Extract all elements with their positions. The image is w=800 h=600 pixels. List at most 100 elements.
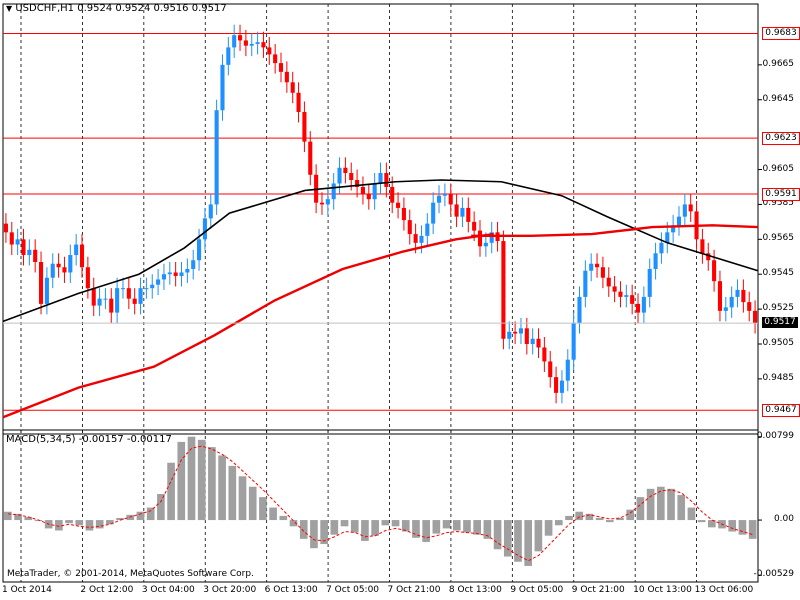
candle-body <box>384 173 389 187</box>
candle-body <box>653 253 658 269</box>
candle-body <box>577 296 582 324</box>
candle-body <box>378 173 383 184</box>
dropdown-arrow-icon[interactable]: ▼ <box>6 4 13 13</box>
macd-bar <box>483 520 492 539</box>
macd-bar <box>299 520 308 539</box>
candle-body <box>688 204 693 212</box>
candle-body <box>243 40 248 46</box>
candle-body <box>542 347 547 362</box>
macd-bar <box>503 520 512 557</box>
macd-bar <box>228 465 237 521</box>
footer-credit: MetaTrader, © 2001-2014, MetaQuotes Soft… <box>7 569 254 579</box>
macd-bar <box>432 520 441 534</box>
candle-body <box>237 35 243 41</box>
price-tick-label: 0.9565 <box>762 233 795 244</box>
macd-bar <box>544 520 553 536</box>
macd-header: MACD(5,34,5) -0.00157 -0.00117 <box>6 434 172 445</box>
macd-bar <box>534 520 543 552</box>
macd-bar <box>636 497 645 521</box>
candle-body <box>366 193 371 200</box>
level-tag: 0.9683 <box>762 27 800 41</box>
candle-body <box>161 274 166 280</box>
candle-body <box>390 186 395 203</box>
macd-bar <box>514 520 522 562</box>
candle-body <box>466 207 471 222</box>
candle-body <box>325 199 330 205</box>
candle-body <box>38 262 44 304</box>
candle-body <box>74 244 79 256</box>
macd-bar <box>85 520 94 531</box>
macd-bar <box>585 513 594 521</box>
macd-bar <box>381 520 390 526</box>
time-label: 9 Oct 05:00 <box>510 585 564 595</box>
macd-bar <box>146 507 155 521</box>
macd-bar <box>575 511 584 521</box>
macd-bar <box>34 520 43 522</box>
level-tag: 0.9467 <box>762 404 800 418</box>
price-tick-label: 0.9485 <box>762 372 795 383</box>
macd-bar <box>667 488 675 521</box>
candle-body <box>349 173 354 180</box>
candle-body <box>273 54 278 64</box>
macd-bar <box>646 488 655 521</box>
macd-bar <box>218 455 226 521</box>
candle-body <box>50 263 55 278</box>
macd-bar <box>269 507 277 521</box>
candle-body <box>712 260 717 282</box>
time-label: 3 Oct 20:00 <box>203 585 257 595</box>
moving-average-line <box>2 179 759 323</box>
macd-bar <box>259 497 267 521</box>
time-label: 6 Oct 13:00 <box>264 585 318 595</box>
candle-body <box>191 260 196 269</box>
time-label: 7 Oct 05:00 <box>326 585 380 595</box>
candle-body <box>536 338 541 348</box>
candle-body <box>308 141 313 175</box>
candle-body <box>589 263 594 271</box>
macd-bar <box>248 486 257 521</box>
candle-body <box>729 296 734 308</box>
candle-body <box>477 230 483 247</box>
macd-bar <box>330 520 339 535</box>
macd-bar <box>95 520 104 529</box>
candle-body <box>396 202 401 208</box>
macd-bar <box>116 517 124 521</box>
candle-body <box>319 202 325 205</box>
candle-body <box>671 225 676 233</box>
candle-body <box>343 167 348 174</box>
price-tick-label: 0.9605 <box>762 163 795 174</box>
candle-body <box>507 331 512 339</box>
candle-body <box>226 47 231 65</box>
candle-body <box>753 310 758 324</box>
candle-body <box>431 202 436 224</box>
macd-bar <box>605 520 614 523</box>
candle-body <box>442 193 447 196</box>
candle-body <box>331 183 336 200</box>
candle-body <box>735 289 740 297</box>
candle-body <box>109 298 114 313</box>
candle-body <box>27 249 32 256</box>
candle-body <box>741 289 746 303</box>
candle-body <box>454 204 459 217</box>
candle-body <box>91 288 96 306</box>
candle-body <box>33 249 38 262</box>
macd-bar <box>677 495 686 521</box>
macd-bar <box>361 520 369 541</box>
ohlc-values: 0.9524 0.9524 0.9516 0.9517 <box>77 3 227 14</box>
macd-bar <box>136 511 145 521</box>
candle-body <box>197 239 202 261</box>
candle-body <box>360 186 365 194</box>
macd-bar <box>187 436 196 521</box>
candle-body <box>530 338 535 344</box>
time-label: 2 Oct 12:00 <box>80 585 134 595</box>
macd-bar <box>473 520 481 535</box>
macd-bar <box>442 520 451 529</box>
macd-bar <box>371 520 379 536</box>
candle-body <box>583 270 588 297</box>
candle-body <box>21 239 26 256</box>
candle-body <box>79 244 85 268</box>
price-tick-label: 0.9505 <box>762 338 795 348</box>
candle-body <box>232 35 237 48</box>
macd-tick-label: 0.00 <box>773 514 794 525</box>
candle-body <box>337 167 342 184</box>
